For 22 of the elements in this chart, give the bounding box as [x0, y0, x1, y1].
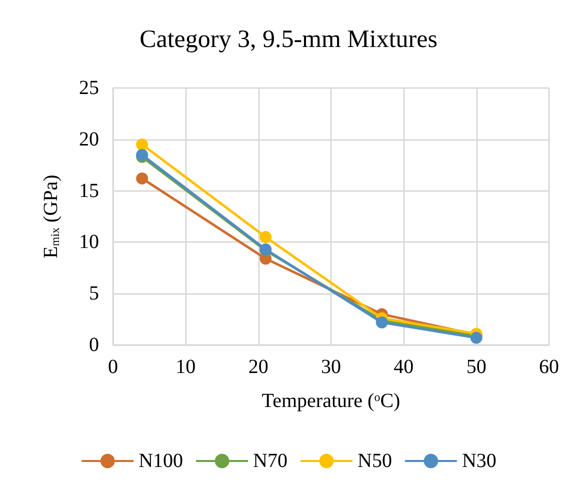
x-tick-label: 0 — [108, 356, 118, 378]
x-tick-label: 60 — [539, 356, 559, 378]
x-tick-label: 30 — [321, 356, 341, 378]
y-tick-label: 20 — [79, 128, 99, 150]
legend-label: N70 — [253, 450, 288, 472]
x-tick-label: 10 — [176, 356, 196, 378]
x-tick-label: 40 — [394, 356, 414, 378]
y-tick-label: 5 — [89, 282, 99, 305]
point — [136, 172, 148, 184]
y-tick-label: 25 — [79, 77, 99, 99]
legend-label: N30 — [462, 450, 496, 472]
y-tick-label: 0 — [89, 334, 99, 356]
point — [260, 231, 272, 244]
legend-label: N100 — [138, 450, 184, 472]
legend-label: N50 — [358, 450, 392, 472]
x-tick-label: 50 — [466, 356, 486, 378]
y-axis-title: Emix (GPa) — [40, 174, 62, 258]
point — [136, 138, 148, 151]
chart-title: Category 3, 9.5-mm Mixtures — [140, 26, 438, 53]
y-tick-label: 15 — [79, 180, 99, 202]
x-tick-label: 20 — [248, 356, 268, 378]
y-tick-label: 10 — [79, 231, 99, 254]
